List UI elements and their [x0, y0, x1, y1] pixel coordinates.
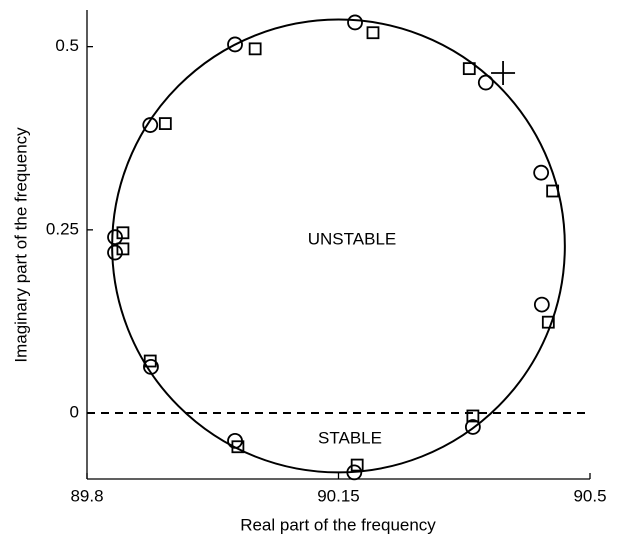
square-marker	[541, 315, 555, 329]
square-marker	[116, 226, 130, 240]
y-tick-label: 0.25	[46, 219, 79, 238]
square-marker	[466, 409, 480, 423]
plus-marker	[491, 61, 516, 86]
x-tick-label: 89.8	[70, 486, 103, 505]
square-marker	[350, 458, 364, 472]
circle-marker	[533, 164, 550, 181]
square-marker	[248, 42, 262, 56]
circle-marker	[142, 117, 159, 133]
circle-marker	[346, 464, 363, 481]
x-tick-label: 90.15	[317, 486, 360, 505]
x-axis-label: Real part of the frequency	[240, 515, 436, 534]
annotation: STABLE	[318, 428, 382, 447]
square-marker	[462, 62, 476, 76]
circle-marker	[107, 229, 123, 246]
square-marker	[231, 440, 245, 454]
circle-marker	[477, 74, 494, 91]
square-marker	[366, 26, 380, 40]
x-tick-label: 90.5	[573, 486, 606, 505]
y-tick-label: 0.5	[55, 36, 79, 55]
square-marker	[546, 184, 560, 198]
y-axis-label: Imaginary part of the frequency	[11, 127, 30, 363]
circle-marker	[347, 14, 363, 31]
circle-marker	[227, 36, 243, 53]
square-marker	[143, 354, 157, 368]
square-marker	[116, 242, 130, 256]
circle-marker	[464, 419, 481, 435]
circle-marker	[533, 296, 550, 313]
square-marker	[158, 117, 172, 130]
y-tick-label: 0	[70, 403, 79, 422]
annotation: UNSTABLE	[308, 229, 397, 248]
circle-marker	[107, 244, 123, 261]
